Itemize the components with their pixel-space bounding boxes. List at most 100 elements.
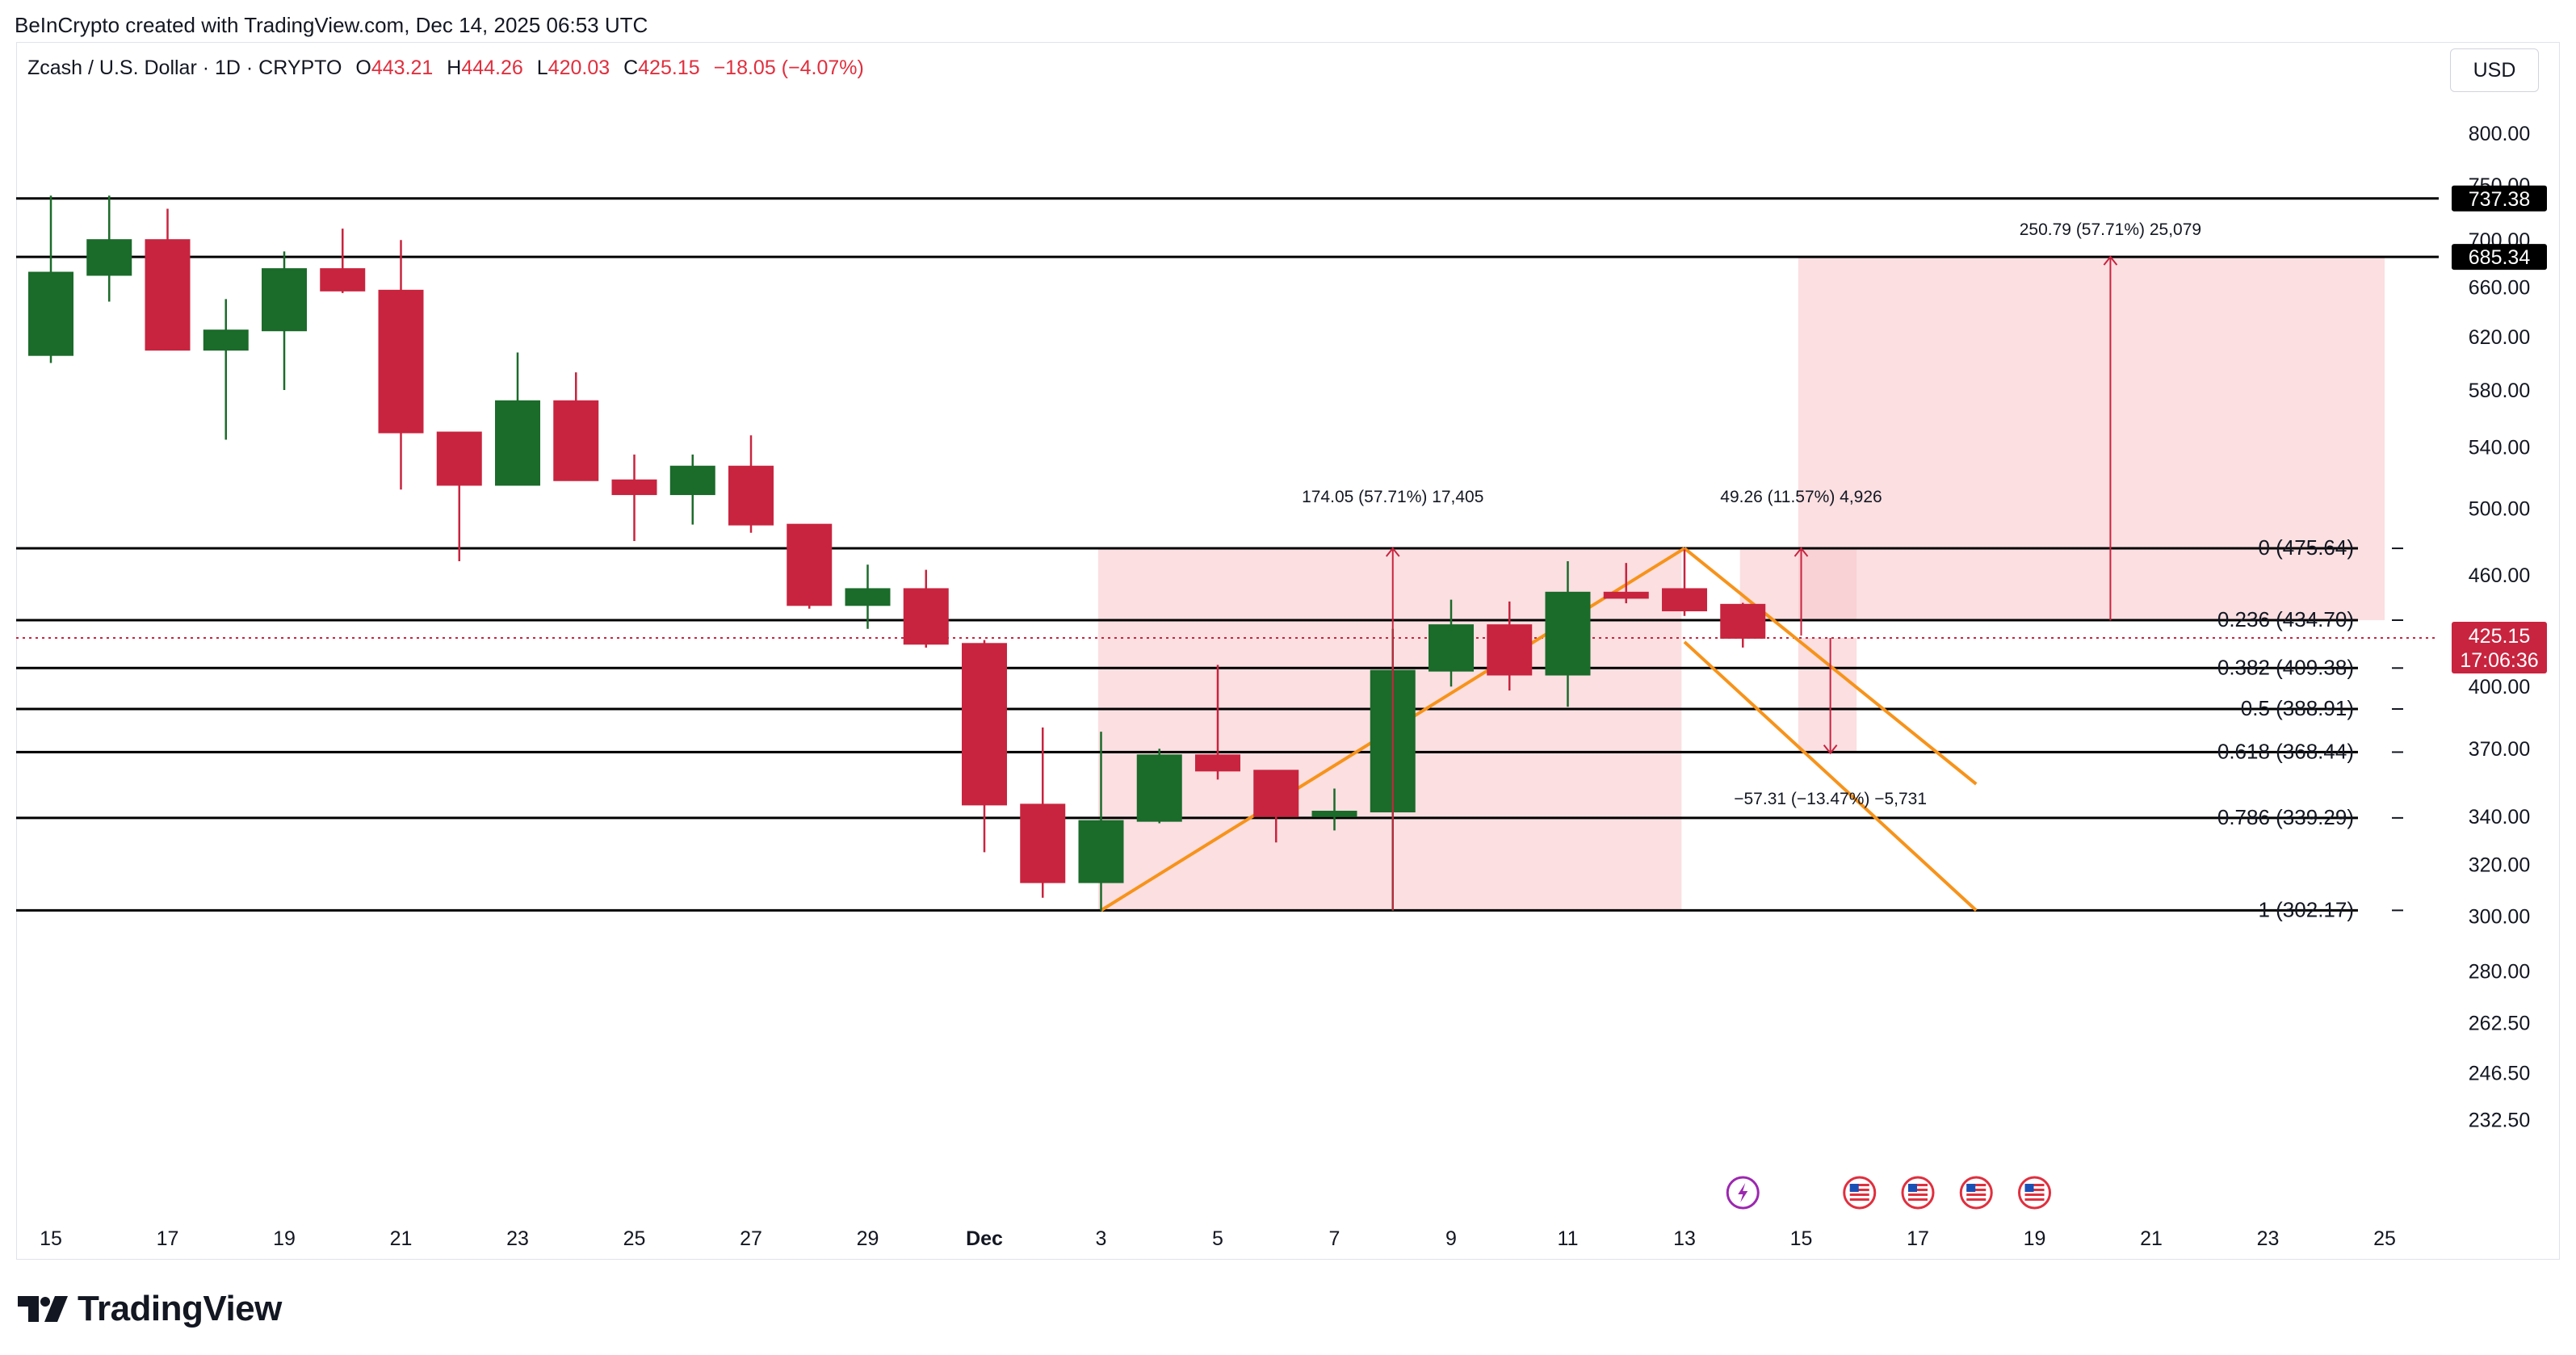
- projection-zone: [1798, 257, 2385, 620]
- candle-body: [86, 239, 132, 276]
- candle-body: [378, 289, 424, 434]
- measure-arrow-head: [1385, 547, 1400, 557]
- current-price-value: 425.15: [2469, 625, 2530, 648]
- high-value: 444.26: [461, 57, 523, 79]
- us-flag-stripe: [1966, 1198, 1987, 1201]
- y-axis-tick-label: 300.00: [2469, 905, 2530, 928]
- us-flag-stripe: [2024, 1198, 2045, 1201]
- us-flag-icon-ring: [1959, 1176, 1993, 1210]
- currency-button[interactable]: USD: [2450, 48, 2539, 92]
- fib-level-label: 0.618 (368.44): [2217, 739, 2354, 763]
- candle-body: [903, 588, 949, 645]
- candle-body: [845, 588, 891, 606]
- candle-body: [203, 329, 249, 351]
- us-flag-stripe: [1908, 1193, 1928, 1196]
- low-value: 420.03: [548, 57, 610, 79]
- candle-body: [1195, 754, 1240, 772]
- x-axis-tick-label: 23: [506, 1227, 529, 1250]
- x-axis-tick-label: 7: [1329, 1227, 1340, 1250]
- measure-label: 49.26 (11.57%) 4,926: [1720, 488, 1882, 506]
- price-badge: [2452, 185, 2547, 212]
- us-flag-stripe: [1966, 1184, 1987, 1186]
- symbol-title[interactable]: Zcash / U.S. Dollar · 1D · CRYPTO: [27, 57, 342, 79]
- close-value: 425.15: [638, 57, 700, 79]
- x-axis-tick-label: 15: [40, 1227, 62, 1250]
- fib-level-label: 0 (475.64): [2258, 535, 2354, 560]
- candle-body: [495, 400, 540, 486]
- y-axis-tick-label: 340.00: [2469, 806, 2530, 829]
- open-value: 443.21: [371, 57, 434, 79]
- fib-level-label: 0.786 (339.29): [2217, 805, 2354, 829]
- lightning-icon-bolt: [1738, 1183, 1748, 1202]
- current-price-badge: [2452, 621, 2547, 673]
- x-axis-tick-label: 27: [740, 1227, 762, 1250]
- open-label: O: [355, 57, 371, 79]
- candle-body: [1545, 591, 1591, 676]
- candle-body: [1253, 770, 1299, 817]
- measure-label: 250.79 (57.71%) 25,079: [2020, 220, 2201, 239]
- candle-body: [1720, 603, 1766, 639]
- y-axis-tick-label: 500.00: [2469, 498, 2530, 521]
- y-axis-tick-label: 246.50: [2469, 1063, 2530, 1085]
- x-axis-tick-label: 21: [390, 1227, 413, 1250]
- brand-name: TradingView: [78, 1289, 282, 1328]
- fib-level-label: 1 (302.17): [2258, 897, 2354, 921]
- us-flag-icon-ring: [1901, 1176, 1935, 1210]
- y-axis-tick-label: 280.00: [2469, 961, 2530, 984]
- y-axis-tick-label: 580.00: [2469, 380, 2530, 402]
- candle-body: [611, 479, 657, 496]
- us-flag-stripe: [2024, 1184, 2045, 1186]
- us-flag-canton: [1849, 1184, 1859, 1192]
- fib-level-label: 0.382 (409.38): [2217, 655, 2354, 679]
- candle-body: [1429, 624, 1474, 672]
- lightning-icon: [1726, 1176, 1760, 1210]
- candle-body: [787, 523, 833, 606]
- candle-body: [1311, 811, 1357, 817]
- us-flag-stripe: [1908, 1184, 1928, 1186]
- channel-line: [1683, 640, 1978, 912]
- fib-level-label: 0.236 (434.70): [2217, 607, 2354, 631]
- candle-body: [320, 268, 366, 292]
- x-axis-tick-label: 15: [1790, 1227, 1813, 1250]
- y-axis-tick-label: 400.00: [2469, 676, 2530, 698]
- x-axis-tick-label: 13: [1673, 1227, 1696, 1250]
- measure-label: 174.05 (57.71%) 17,405: [1302, 488, 1483, 506]
- us-flag-stripe: [2024, 1193, 2045, 1196]
- us-flag-stripe: [1849, 1184, 1869, 1186]
- high-label: H: [447, 57, 462, 79]
- x-axis-tick-label: 19: [273, 1227, 296, 1250]
- symbol-legend: Zcash / U.S. Dollar · 1D · CRYPTO O443.2…: [27, 57, 864, 80]
- us-flag-stripe: [1966, 1193, 1987, 1196]
- us-flag-stripe: [2024, 1189, 2045, 1191]
- candle-body: [728, 465, 774, 526]
- candle-body: [962, 643, 1007, 806]
- price-badge: [2452, 244, 2547, 271]
- x-axis-tick-label: 11: [1558, 1227, 1579, 1250]
- us-flag-stripe: [1849, 1189, 1869, 1191]
- x-axis-tick-label: 9: [1445, 1227, 1457, 1250]
- y-axis-tick-label: 370.00: [2469, 738, 2530, 761]
- us-flag-icon: [1901, 1176, 1935, 1210]
- x-axis-tick-label: 19: [2024, 1227, 2046, 1250]
- us-flag-icon: [1959, 1176, 1993, 1210]
- chart-frame: [16, 42, 2560, 1260]
- candle-body: [262, 268, 307, 332]
- x-axis-tick-label: 25: [2373, 1227, 2396, 1250]
- us-flag-canton: [2024, 1184, 2034, 1192]
- us-flag-canton: [1908, 1184, 1917, 1192]
- price-badge-label: 737.38: [2469, 188, 2530, 211]
- y-axis-tick-label: 620.00: [2469, 326, 2530, 349]
- candle-body: [1136, 754, 1182, 822]
- fib-level-label: 0.5 (388.91): [2241, 696, 2354, 720]
- y-axis-tick-label: 800.00: [2469, 123, 2530, 145]
- close-label: C: [623, 57, 639, 79]
- tradingview-logo[interactable]: TradingView: [18, 1289, 282, 1329]
- y-axis-tick-label: 660.00: [2469, 276, 2530, 299]
- candle-body: [1078, 820, 1124, 883]
- candle-body: [145, 239, 191, 351]
- measure-arrow-head: [1823, 744, 1838, 755]
- x-axis-tick-label: 29: [857, 1227, 879, 1250]
- candle-body: [553, 400, 599, 481]
- measure-arrow-head: [2103, 255, 2118, 266]
